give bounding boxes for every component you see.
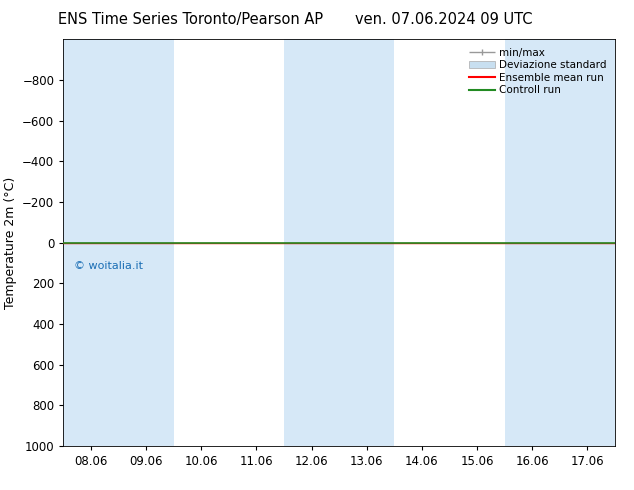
Y-axis label: Temperature 2m (°C): Temperature 2m (°C) xyxy=(4,176,16,309)
Text: ENS Time Series Toronto/Pearson AP: ENS Time Series Toronto/Pearson AP xyxy=(58,12,323,27)
Bar xyxy=(505,39,615,446)
Bar xyxy=(63,39,174,446)
Text: ven. 07.06.2024 09 UTC: ven. 07.06.2024 09 UTC xyxy=(355,12,533,27)
Text: © woitalia.it: © woitalia.it xyxy=(74,261,143,271)
Legend: min/max, Deviazione standard, Ensemble mean run, Controll run: min/max, Deviazione standard, Ensemble m… xyxy=(466,45,610,98)
Bar xyxy=(284,39,394,446)
